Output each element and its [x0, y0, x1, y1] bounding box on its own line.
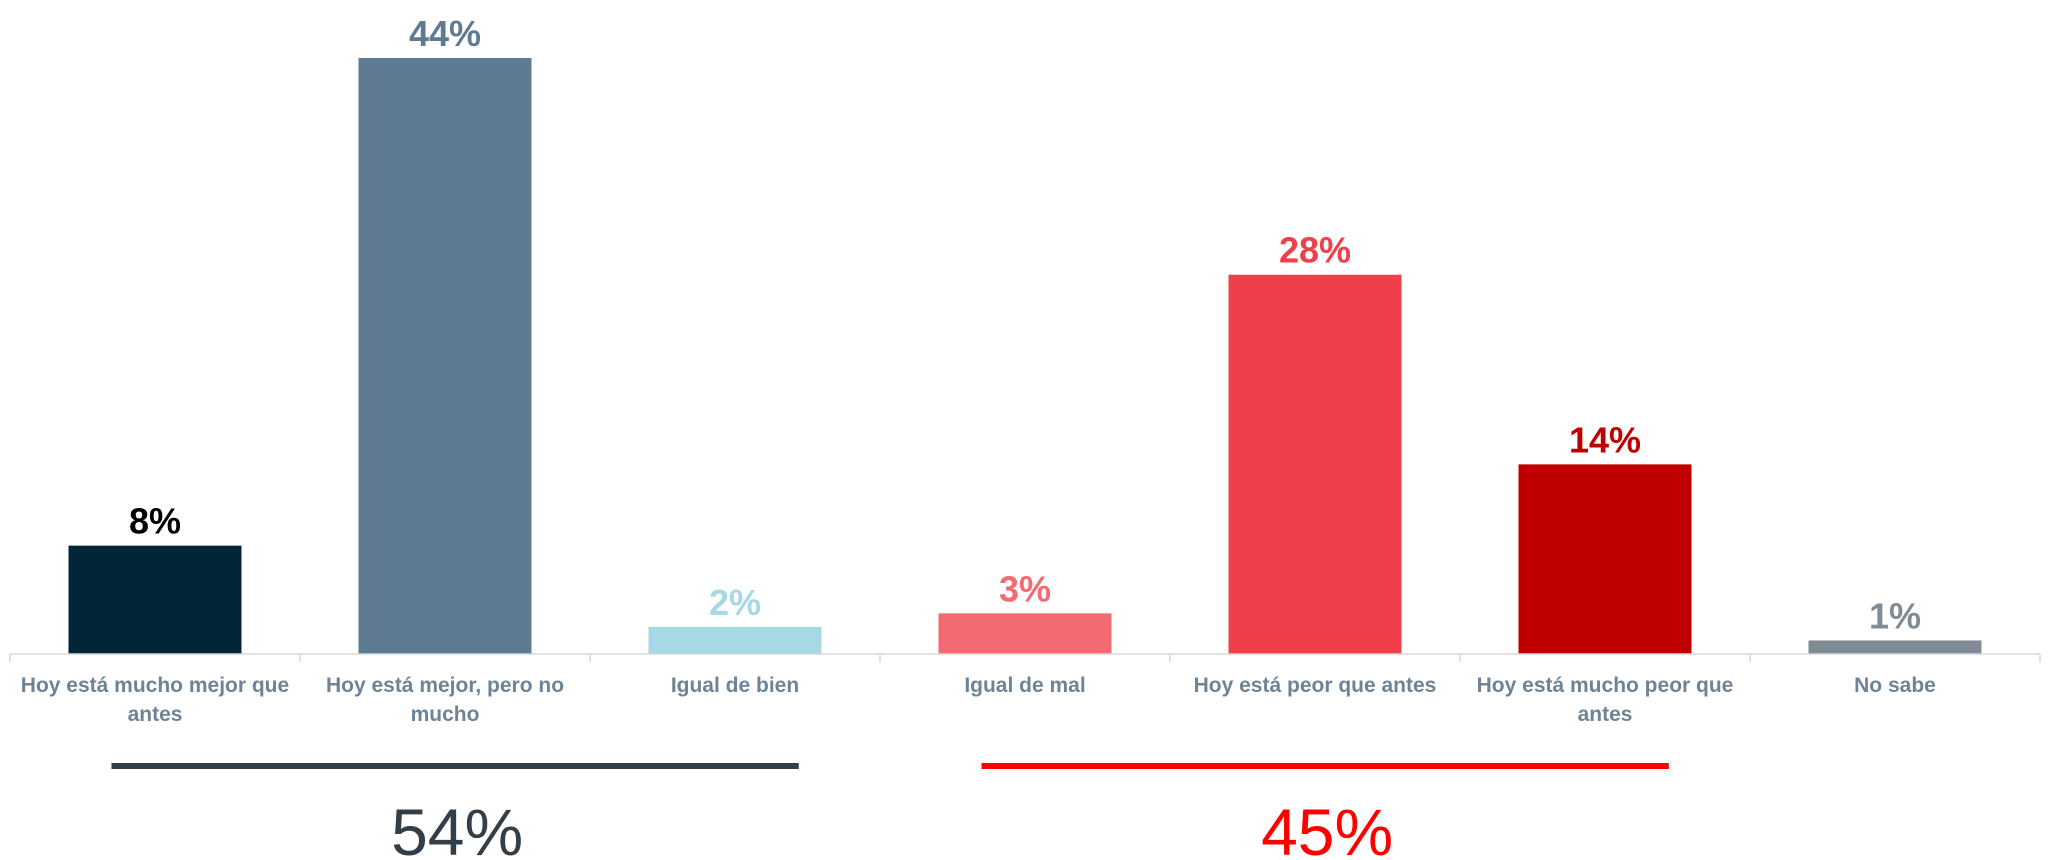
value-label-4: 3% — [999, 568, 1051, 609]
bar-1 — [69, 546, 242, 654]
bar-7 — [1809, 640, 1982, 654]
value-label-2: 44% — [409, 13, 481, 54]
group-2-total-label: 45% — [1261, 795, 1393, 860]
value-label-7: 1% — [1869, 595, 1921, 636]
category-label-1: Hoy está mucho mejor que antes — [21, 674, 289, 726]
bars-layer — [69, 58, 1982, 654]
category-label-7: No sabe — [1854, 674, 1936, 697]
group-1-total-label: 54% — [391, 795, 523, 860]
bar-3 — [649, 627, 822, 654]
value-label-3: 2% — [709, 582, 761, 623]
category-label-4: Igual de mal — [964, 674, 1085, 697]
bar-4 — [939, 613, 1112, 654]
x-axis — [10, 654, 2040, 662]
bar-6 — [1519, 464, 1692, 654]
category-label-3: Igual de bien — [671, 674, 799, 697]
category-label-2: Hoy está mejor, pero no mucho — [326, 674, 564, 726]
bar-2 — [359, 58, 532, 654]
value-label-1: 8% — [129, 501, 181, 542]
category-label-6: Hoy está mucho peor que antes — [1477, 674, 1734, 726]
value-label-5: 28% — [1279, 230, 1351, 271]
group-totals-layer: 54% 45% — [112, 766, 1669, 860]
bar-5 — [1229, 275, 1402, 654]
category-label-5: Hoy está peor que antes — [1194, 674, 1437, 697]
value-label-6: 14% — [1569, 419, 1641, 460]
category-labels-layer: Hoy está mucho mejor que antes Hoy está me… — [21, 674, 1936, 726]
